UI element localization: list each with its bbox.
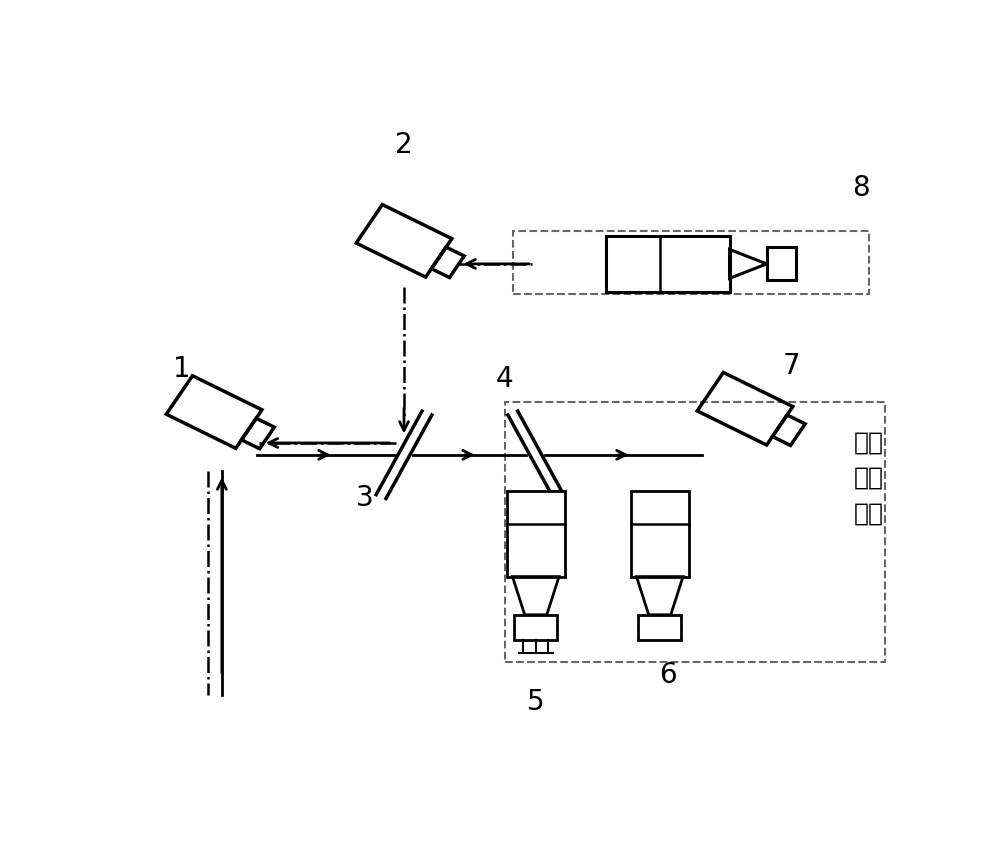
Text: 2: 2 xyxy=(395,132,413,159)
Text: 4: 4 xyxy=(496,365,514,393)
Text: 3: 3 xyxy=(356,484,374,511)
Text: 信号
接收
支路: 信号 接收 支路 xyxy=(854,430,884,525)
Bar xyxy=(505,402,885,662)
Text: 1: 1 xyxy=(173,355,190,383)
Bar xyxy=(507,491,565,576)
Text: 8: 8 xyxy=(852,174,870,202)
Bar xyxy=(512,231,869,293)
Text: 7: 7 xyxy=(783,352,800,380)
Bar xyxy=(514,615,557,640)
Text: 6: 6 xyxy=(659,662,676,689)
Bar xyxy=(638,615,681,640)
Bar xyxy=(767,247,796,280)
Bar xyxy=(631,491,689,576)
Bar xyxy=(606,236,730,292)
Text: 5: 5 xyxy=(527,687,545,716)
